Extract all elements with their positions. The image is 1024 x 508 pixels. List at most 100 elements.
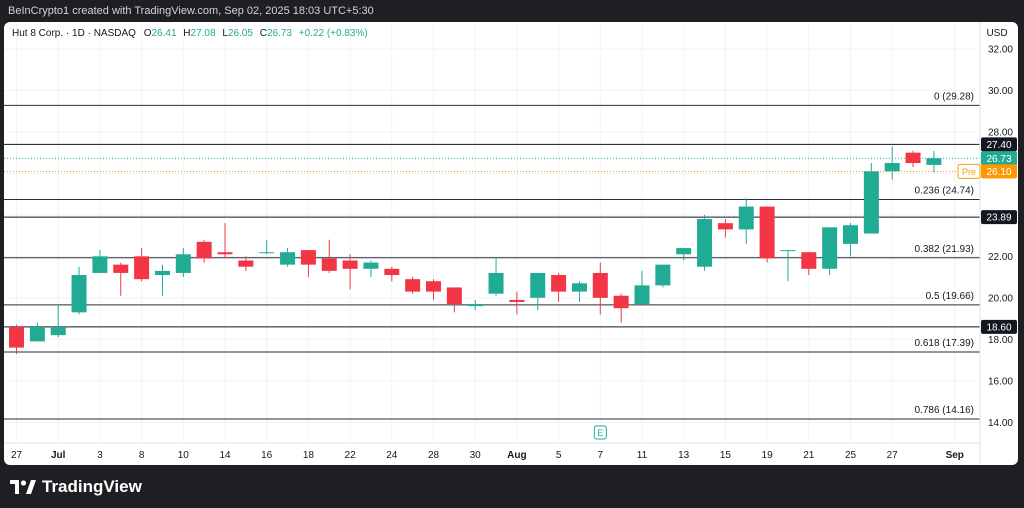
- symbol-label: Hut 8 Corp. · 1D · NASDAQ: [12, 28, 136, 39]
- candle[interactable]: [238, 256, 254, 271]
- x-tick-label: 3: [97, 450, 103, 461]
- chart-credit: BeInCrypto1 created with TradingView.com…: [8, 5, 374, 17]
- candle[interactable]: [697, 214, 713, 271]
- candle-body: [217, 252, 233, 255]
- candle-body: [134, 256, 150, 280]
- y-tick-label: 16.00: [988, 376, 1013, 387]
- premarket-badge-label: Pre: [962, 167, 976, 177]
- candle[interactable]: [613, 293, 629, 323]
- candle[interactable]: [822, 227, 838, 276]
- candle[interactable]: [50, 304, 66, 338]
- candle-body: [717, 223, 733, 230]
- candle[interactable]: [843, 223, 858, 257]
- candle-body: [509, 299, 525, 302]
- y-axis[interactable]: USD 14.0016.0018.0020.0022.0024.0026.002…: [979, 22, 1013, 465]
- candle-body: [488, 272, 504, 294]
- candle[interactable]: [717, 219, 733, 238]
- candle[interactable]: [592, 262, 608, 315]
- candle[interactable]: [530, 272, 546, 311]
- last-price-tag-label: 26.73: [986, 154, 1011, 165]
- open-value: 26.41: [151, 28, 176, 39]
- candle[interactable]: [905, 150, 921, 168]
- candle[interactable]: [300, 250, 316, 278]
- candle[interactable]: [426, 279, 441, 300]
- candle-body: [759, 206, 775, 259]
- horizontal-level-tag: [981, 137, 1017, 152]
- earnings-marker[interactable]: E: [593, 425, 607, 440]
- candle[interactable]: [551, 272, 567, 302]
- candle-body: [843, 225, 858, 244]
- candle[interactable]: [738, 198, 754, 244]
- candle-body: [822, 227, 838, 269]
- candle-body: [905, 152, 921, 164]
- candle[interactable]: [571, 281, 587, 302]
- candle[interactable]: [196, 239, 212, 263]
- x-tick-label: 8: [139, 450, 145, 461]
- chart-panel[interactable]: 0 (29.28) 0.236 (24.74) 0.382 (21.93) 0.5 (…: [4, 22, 1018, 465]
- change-value: +0.22 (+0.83%): [299, 28, 368, 39]
- candle-body: [238, 260, 254, 267]
- candle-body: [363, 262, 379, 269]
- x-tick-label: 10: [178, 450, 190, 461]
- high-label: H: [183, 28, 190, 39]
- candle[interactable]: [217, 223, 233, 259]
- candle-body: [71, 275, 87, 313]
- low-label: L: [222, 28, 228, 39]
- low-value: 26.05: [228, 28, 253, 39]
- x-tick-label: 16: [261, 450, 273, 461]
- candle[interactable]: [863, 163, 879, 234]
- candle[interactable]: [342, 254, 358, 290]
- candle[interactable]: [280, 248, 296, 267]
- x-tick-label: 30: [470, 450, 482, 461]
- x-tick-label: 25: [845, 450, 857, 461]
- candle[interactable]: [634, 270, 650, 305]
- candle[interactable]: [759, 206, 775, 263]
- candle[interactable]: [259, 239, 275, 255]
- candle[interactable]: [175, 248, 191, 278]
- candle-body: [884, 163, 900, 172]
- candles[interactable]: [9, 146, 942, 354]
- close-label: C: [260, 28, 267, 39]
- candle-body: [175, 254, 191, 273]
- candle[interactable]: [676, 248, 692, 261]
- candle[interactable]: [71, 266, 87, 315]
- candle[interactable]: [134, 248, 150, 282]
- x-tick-label: Aug: [507, 450, 526, 461]
- candle[interactable]: [655, 264, 671, 288]
- candle-body: [780, 250, 796, 252]
- candle[interactable]: [780, 250, 796, 282]
- tradingview-logo[interactable]: TradingView: [10, 477, 142, 497]
- tradingview-logo-text: TradingView: [42, 476, 142, 496]
- candle[interactable]: [467, 299, 483, 311]
- premarket-badge: [957, 163, 981, 179]
- x-tick-label: 13: [678, 450, 690, 461]
- candle[interactable]: [801, 252, 817, 276]
- candle-body: [738, 206, 754, 230]
- candle[interactable]: [154, 264, 170, 296]
- candle[interactable]: [405, 277, 421, 294]
- candlestick-chart[interactable]: 0 (29.28) 0.236 (24.74) 0.382 (21.93) 0.5 (…: [4, 22, 1018, 465]
- x-axis[interactable]: 27 Jul 3 8 10 14 16 18 22 24 28 30 Aug 5 7 11 13 15 19 21 25…: [4, 425, 980, 461]
- candle[interactable]: [926, 150, 942, 173]
- candle-body: [613, 295, 629, 309]
- candle[interactable]: [884, 146, 900, 180]
- candle[interactable]: [488, 258, 504, 296]
- candle[interactable]: [384, 266, 400, 282]
- horizontal-level-tag: [981, 210, 1017, 225]
- close-value: 26.73: [267, 28, 292, 39]
- candle[interactable]: [363, 260, 379, 278]
- candle[interactable]: [509, 291, 525, 315]
- candle-body: [592, 272, 608, 298]
- grid-lines: [4, 22, 980, 443]
- x-tick-label: 5: [556, 450, 562, 461]
- candle[interactable]: [113, 262, 129, 296]
- candle-body: [697, 219, 713, 267]
- candle-body: [92, 256, 108, 273]
- candle[interactable]: [321, 239, 337, 273]
- candle[interactable]: [9, 324, 24, 354]
- x-tick-label: 28: [428, 450, 440, 461]
- candle[interactable]: [92, 250, 108, 273]
- candle[interactable]: [446, 287, 462, 313]
- tradingview-logo-icon: [10, 479, 36, 494]
- candle[interactable]: [29, 322, 45, 342]
